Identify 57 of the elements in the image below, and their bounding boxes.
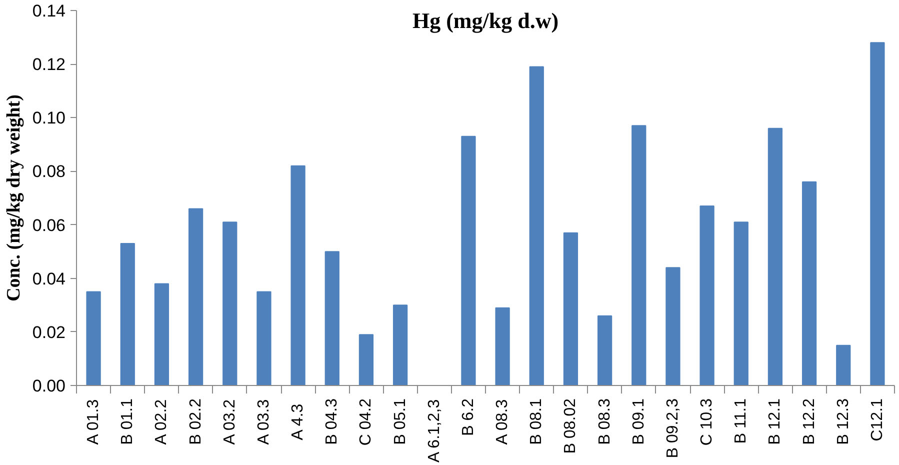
x-tick-label: A 03.2	[221, 399, 238, 445]
y-tick-label: 0.14	[32, 2, 66, 20]
y-tick-label: 0.04	[32, 269, 66, 288]
x-tick-label: B 12.2	[800, 398, 818, 445]
x-tick-label: B 6.2	[460, 398, 477, 436]
bar	[256, 291, 272, 386]
x-tick-label: A 08.3	[494, 399, 512, 445]
x-tick-label: C12.1	[868, 398, 886, 442]
bar	[666, 267, 680, 386]
bar	[188, 208, 204, 386]
y-tick-label: 0.08	[32, 162, 66, 182]
bar	[632, 125, 646, 386]
y-tick-label: 0.00	[32, 376, 66, 396]
bar	[529, 66, 544, 386]
bar	[597, 315, 612, 386]
bar	[700, 206, 714, 386]
x-tick-label: A 03.3	[255, 399, 272, 445]
x-tick-label: C 04.2	[358, 398, 375, 446]
y-tick-label: 0.10	[32, 108, 66, 128]
x-tick-label: B 09.1	[630, 398, 648, 445]
x-tick-label: A 02.2	[153, 399, 170, 445]
bar	[870, 42, 885, 386]
y-tick-label: 0.02	[32, 322, 66, 342]
bar	[358, 334, 374, 386]
bar	[768, 128, 783, 386]
bar	[154, 283, 170, 386]
x-tick-label: A 01.3	[85, 399, 102, 445]
x-tick-label: B 08.3	[596, 398, 614, 445]
bar	[802, 181, 817, 386]
chart-title: Hg (mg/kg d.w)	[412, 8, 559, 33]
x-tick-label: B 04.3	[324, 398, 341, 445]
x-tick-label: B 09.2,3	[664, 398, 682, 458]
bar	[86, 291, 101, 386]
x-tick-label: B 01.1	[119, 398, 136, 445]
y-tick-label: 0.06	[32, 216, 66, 235]
y-axis-title: Conc. (mg/kg dry weight)	[3, 94, 24, 302]
x-tick-label: B 08.1	[528, 398, 546, 445]
bar	[734, 222, 748, 386]
bar	[324, 251, 340, 386]
bar	[392, 304, 408, 386]
bar	[563, 232, 578, 386]
x-tick-label: C 10.3	[698, 398, 716, 446]
y-tick-label: 0.12	[32, 55, 66, 74]
x-tick-label: A 6.1,2,3	[426, 399, 443, 463]
x-tick-label: B 12.3	[834, 398, 852, 445]
x-tick-label: B 08.02	[562, 398, 580, 454]
x-tick-label: B 12.1	[766, 398, 784, 445]
x-tick-label: B 02.2	[187, 398, 204, 445]
bar	[222, 222, 238, 386]
x-tick-label: B 11.1	[732, 398, 750, 444]
x-tick-label: B 05.1	[392, 398, 409, 445]
bar	[120, 243, 135, 386]
bar	[495, 307, 510, 386]
bar	[290, 165, 306, 386]
x-tick-label: A 4.3	[290, 404, 307, 440]
bar	[461, 136, 476, 386]
bar	[836, 344, 851, 386]
